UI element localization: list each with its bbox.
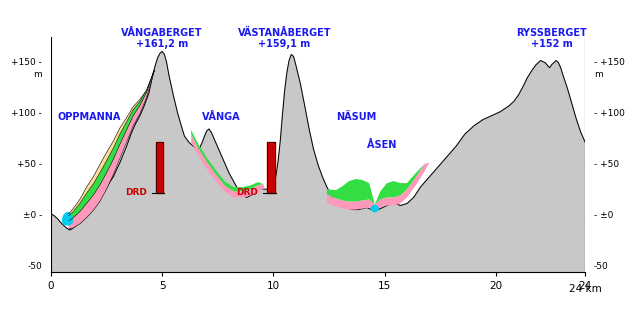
Text: DRD: DRD <box>125 188 146 197</box>
Text: - +150: - +150 <box>594 58 625 67</box>
Polygon shape <box>69 71 155 229</box>
Text: - +100: - +100 <box>594 109 625 118</box>
Text: VÅNGA: VÅNGA <box>202 112 241 122</box>
Polygon shape <box>327 163 429 205</box>
Text: VÄSTANÅBERGET
+159,1 m: VÄSTANÅBERGET +159,1 m <box>238 28 331 49</box>
Polygon shape <box>191 134 265 197</box>
Text: +100 -: +100 - <box>11 109 42 118</box>
Polygon shape <box>69 71 155 216</box>
Polygon shape <box>51 51 585 272</box>
Polygon shape <box>156 142 163 193</box>
Polygon shape <box>267 142 275 193</box>
Text: VÅNGABERGET
+161,2 m: VÅNGABERGET +161,2 m <box>121 28 203 49</box>
Text: 24 km: 24 km <box>569 284 602 294</box>
Text: +150 -: +150 - <box>11 58 42 67</box>
Text: -50: -50 <box>594 262 609 271</box>
Polygon shape <box>327 163 429 210</box>
Text: RYSSBERGET
+152 m: RYSSBERGET +152 m <box>516 28 587 49</box>
Text: +50 -: +50 - <box>17 160 42 169</box>
Polygon shape <box>191 130 265 191</box>
Text: NÄSUM: NÄSUM <box>336 112 376 122</box>
Polygon shape <box>371 205 378 212</box>
Text: OPPMANNA: OPPMANNA <box>58 112 121 122</box>
Text: m: m <box>594 70 603 79</box>
Polygon shape <box>63 213 73 225</box>
Text: ÅSEN: ÅSEN <box>367 140 396 150</box>
Text: ±0 -: ±0 - <box>23 211 42 220</box>
Text: m: m <box>33 70 42 79</box>
Text: - +50: - +50 <box>594 160 619 169</box>
Polygon shape <box>69 71 155 221</box>
Text: -50: -50 <box>27 262 42 271</box>
Text: - ±0: - ±0 <box>594 211 613 220</box>
Text: DRD: DRD <box>236 188 258 197</box>
